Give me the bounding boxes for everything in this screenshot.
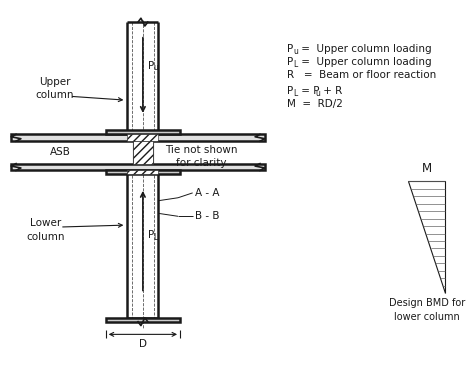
Text: P: P bbox=[287, 44, 293, 55]
Text: = P: = P bbox=[298, 86, 319, 96]
Polygon shape bbox=[408, 181, 446, 293]
Text: =  Upper column loading: = Upper column loading bbox=[298, 44, 432, 55]
Text: Tie not shown
for clarity: Tie not shown for clarity bbox=[165, 145, 237, 168]
Text: L: L bbox=[154, 233, 158, 242]
Text: Lower
column: Lower column bbox=[26, 218, 64, 241]
Text: + R: + R bbox=[320, 86, 343, 96]
Text: L: L bbox=[293, 60, 297, 69]
Text: P: P bbox=[287, 86, 293, 96]
Bar bbox=[106, 170, 180, 174]
Bar bbox=[11, 164, 265, 170]
Text: R   =  Beam or floor reaction: R = Beam or floor reaction bbox=[287, 70, 437, 80]
Bar bbox=[106, 130, 180, 134]
Bar bbox=[127, 134, 158, 141]
Bar bbox=[133, 141, 153, 164]
Text: L: L bbox=[293, 89, 297, 99]
Text: Upper
column: Upper column bbox=[36, 77, 74, 100]
Text: =  Upper column loading: = Upper column loading bbox=[298, 57, 432, 67]
Text: u: u bbox=[154, 64, 158, 73]
Bar bbox=[127, 170, 158, 174]
Text: M: M bbox=[422, 162, 432, 175]
Text: u: u bbox=[293, 47, 298, 56]
Text: P: P bbox=[287, 57, 293, 67]
Text: P: P bbox=[148, 61, 154, 71]
Text: B - B: B - B bbox=[195, 211, 219, 221]
Text: Design BMD for
lower column: Design BMD for lower column bbox=[389, 299, 465, 321]
Text: ASB: ASB bbox=[49, 147, 70, 157]
Text: P: P bbox=[148, 230, 154, 240]
Text: A - A: A - A bbox=[195, 188, 219, 198]
Text: u: u bbox=[316, 89, 320, 99]
Bar bbox=[11, 134, 265, 141]
Text: D: D bbox=[139, 339, 147, 349]
Text: M  =  RD/2: M = RD/2 bbox=[287, 99, 343, 109]
Bar bbox=[106, 318, 180, 322]
